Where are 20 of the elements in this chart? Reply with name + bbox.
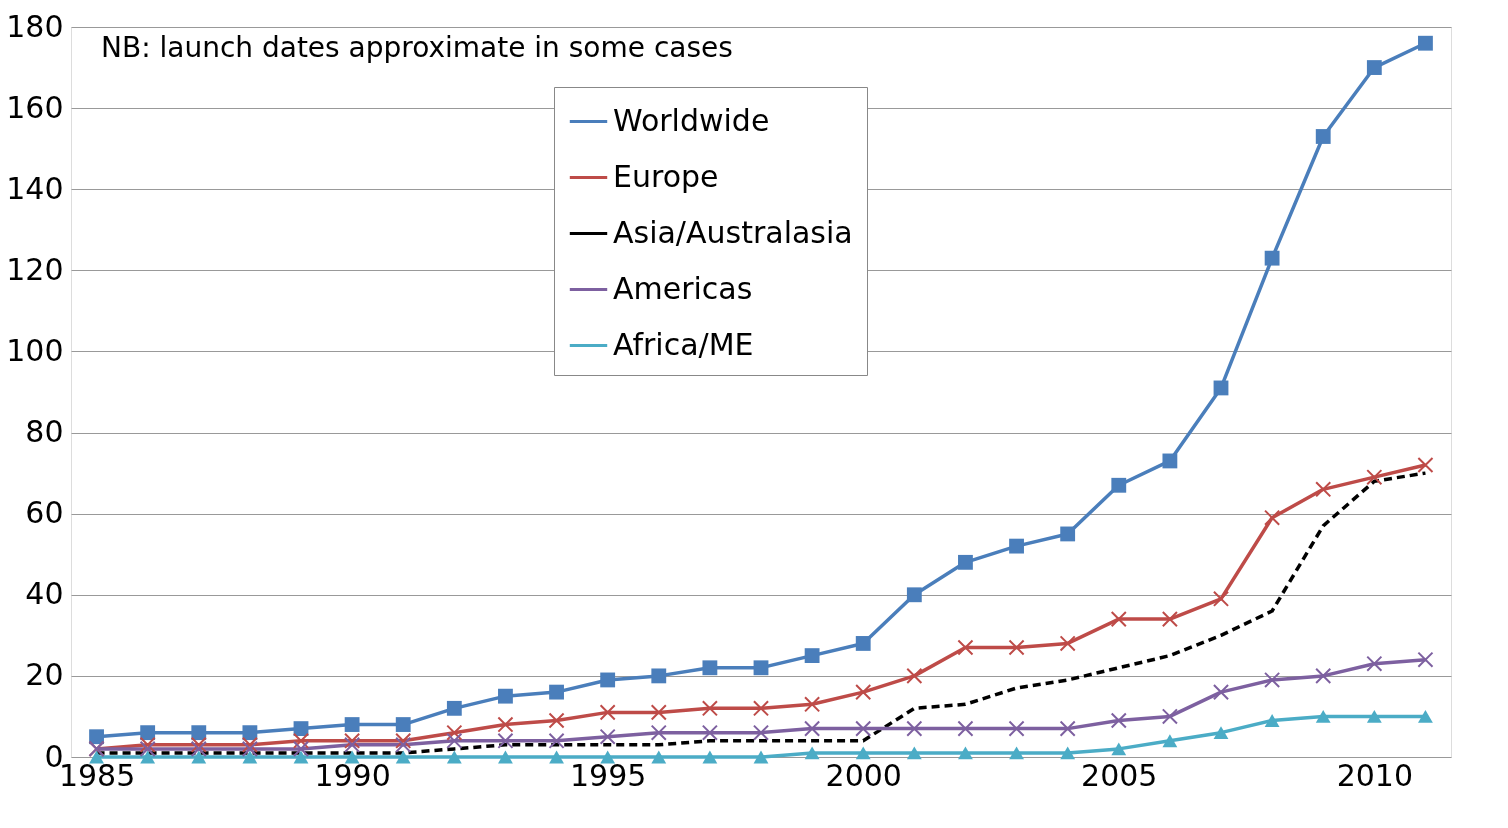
legend-label: Africa/ME [613,326,754,362]
legend-label: Americas [613,270,753,306]
y-tick-label: 100 [6,332,64,368]
y-tick-label: 180 [6,8,64,44]
y-tick-label: 80 [25,414,64,450]
y-tick-label: 40 [25,576,64,612]
x-tick-label: 1990 [314,757,391,793]
y-tick-label: 160 [6,89,64,125]
y-tick-label: 60 [25,495,64,531]
y-tick-label: 20 [25,657,64,693]
x-tick-label: 2005 [1081,757,1158,793]
annotation: NB: launch dates approximate in some cases [101,31,733,64]
y-tick-label: 120 [6,251,64,287]
legend-label: Asia/Australasia [613,214,853,250]
y-tick-label: 140 [6,170,64,206]
x-tick-label: 1995 [569,757,647,793]
legend-label: Europe [613,158,719,194]
x-tick-label: 2000 [825,757,902,793]
legend-label: Worldwide [613,102,770,138]
x-tick-label: 2010 [1336,757,1414,793]
